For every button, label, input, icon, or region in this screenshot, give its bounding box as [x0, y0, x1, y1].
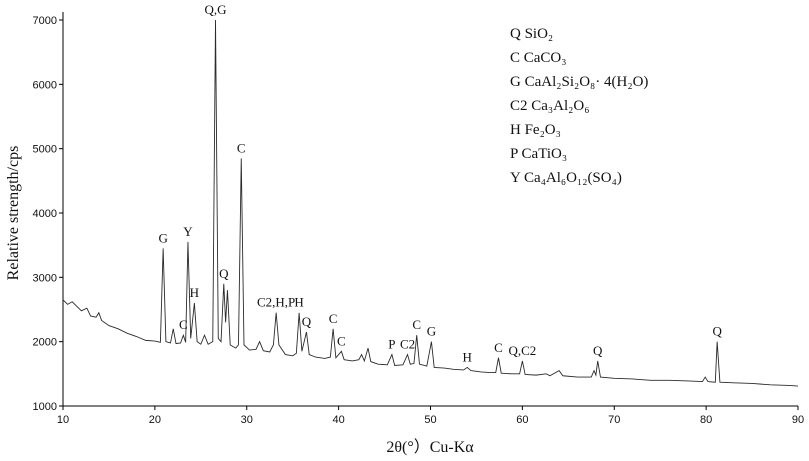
peak-label: H: [294, 295, 303, 310]
y-tick-label: 4000: [33, 208, 57, 220]
peak-label: C: [412, 317, 421, 332]
peak-label: G: [427, 324, 436, 339]
x-tick-label: 90: [792, 414, 804, 426]
peak-label: Q,G: [204, 2, 226, 17]
peak-label: H: [190, 285, 199, 300]
y-axis-title: Relative strength/cps: [5, 146, 22, 281]
x-tick-label: 10: [57, 414, 69, 426]
x-tick-label: 40: [333, 414, 345, 426]
legend-entry: C2 Ca₃Al₂O₆: [510, 98, 589, 114]
x-tick-label: 60: [516, 414, 528, 426]
peak-label: C: [179, 317, 188, 332]
legend-entry: Y Ca₄Al₆O₁₂(SO₄): [510, 170, 622, 186]
xrd-line: [62, 19, 799, 387]
peak-label: Q: [302, 314, 312, 329]
x-tick-label: 50: [424, 414, 436, 426]
peak-label: C2: [400, 337, 415, 352]
x-tick-label: 80: [700, 414, 712, 426]
peak-label: C2,H,P: [257, 295, 295, 310]
peak-label: C: [237, 140, 246, 155]
x-axis-title: 2θ(°）Cu-Kα: [386, 438, 474, 456]
legend-entry: Q SiO₂: [510, 26, 553, 42]
peak-label: Y: [183, 224, 193, 239]
y-tick-label: 3000: [33, 272, 57, 284]
peak-label: C: [494, 340, 503, 355]
x-tick-label: 30: [241, 414, 253, 426]
legend-entry: G CaAl₂Si₂O₈· 4(H₂O): [510, 74, 648, 90]
y-tick-label: 6000: [33, 79, 57, 91]
peak-label: C: [337, 333, 346, 348]
peak-label: H: [463, 349, 472, 364]
y-tick-label: 7000: [33, 15, 57, 27]
y-tick-label: 1000: [33, 401, 57, 413]
legend-entry: C CaCO₃: [510, 50, 566, 66]
peak-label: P: [388, 337, 395, 352]
legend-entry: H Fe₂O₃: [510, 122, 561, 138]
peak-label: Q: [712, 324, 722, 339]
legend-entry: P CaTiO₃: [510, 146, 567, 162]
y-tick-label: 5000: [33, 144, 57, 156]
peak-label: Q: [219, 266, 229, 281]
peak-label: G: [158, 230, 167, 245]
peak-label: Q: [593, 343, 603, 358]
peak-label: Q,C2: [508, 343, 536, 358]
peak-label: C: [329, 311, 338, 326]
x-tick-label: 70: [608, 414, 620, 426]
x-tick-label: 20: [149, 414, 161, 426]
y-tick-label: 2000: [33, 337, 57, 349]
